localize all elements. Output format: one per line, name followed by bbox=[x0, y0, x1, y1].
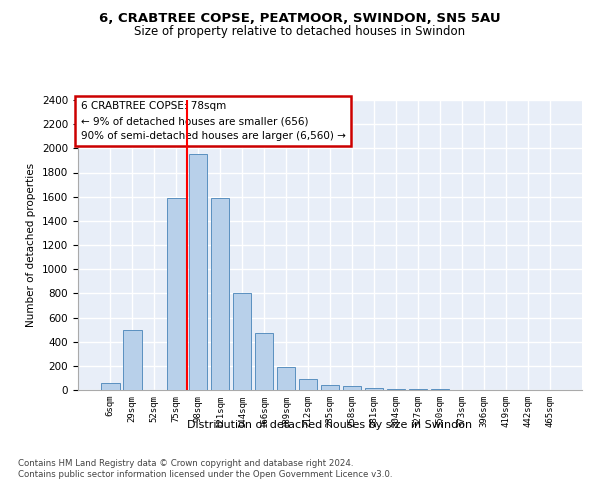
Bar bbox=[299, 379, 317, 390]
Bar bbox=[101, 383, 119, 390]
Bar bbox=[211, 198, 229, 390]
Bar bbox=[320, 385, 340, 390]
Text: Contains HM Land Registry data © Crown copyright and database right 2024.: Contains HM Land Registry data © Crown c… bbox=[18, 459, 353, 468]
Text: Contains public sector information licensed under the Open Government Licence v3: Contains public sector information licen… bbox=[18, 470, 392, 479]
Text: Size of property relative to detached houses in Swindon: Size of property relative to detached ho… bbox=[134, 25, 466, 38]
Bar bbox=[167, 198, 185, 390]
Bar bbox=[233, 294, 251, 390]
Bar bbox=[255, 333, 274, 390]
Text: 6 CRABTREE COPSE: 78sqm
← 9% of detached houses are smaller (656)
90% of semi-de: 6 CRABTREE COPSE: 78sqm ← 9% of detached… bbox=[80, 102, 346, 141]
Bar bbox=[343, 386, 361, 390]
Text: 6, CRABTREE COPSE, PEATMOOR, SWINDON, SN5 5AU: 6, CRABTREE COPSE, PEATMOOR, SWINDON, SN… bbox=[99, 12, 501, 26]
Bar bbox=[123, 330, 142, 390]
Bar bbox=[365, 388, 383, 390]
Bar bbox=[189, 154, 208, 390]
Y-axis label: Number of detached properties: Number of detached properties bbox=[26, 163, 37, 327]
Text: Distribution of detached houses by size in Swindon: Distribution of detached houses by size … bbox=[187, 420, 473, 430]
Bar bbox=[277, 367, 295, 390]
